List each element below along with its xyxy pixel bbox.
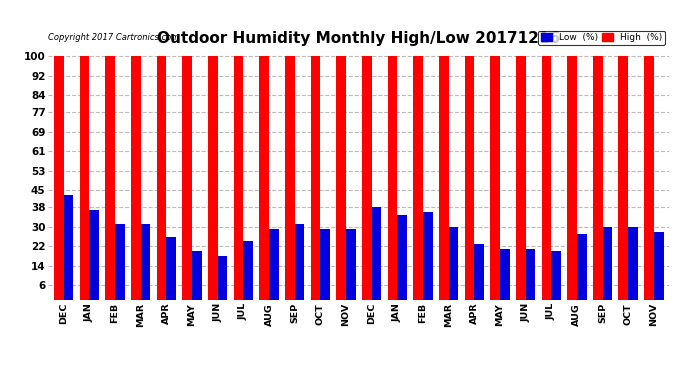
Bar (217, 256, 228, 300)
Bar (644, 56, 654, 300)
Bar (269, 229, 279, 300)
Bar (593, 56, 602, 300)
Bar (106, 56, 115, 300)
Bar (516, 56, 526, 300)
Bar (208, 56, 217, 300)
Bar (54, 56, 63, 300)
Bar (628, 227, 638, 300)
Bar (192, 251, 201, 300)
Bar (63, 195, 73, 300)
Bar (285, 56, 295, 300)
Bar (448, 227, 458, 300)
Bar (79, 56, 90, 300)
Bar (618, 56, 628, 300)
Bar (131, 56, 141, 300)
Bar (115, 224, 125, 300)
Bar (259, 56, 269, 300)
Bar (244, 242, 253, 300)
Bar (577, 234, 586, 300)
Bar (388, 56, 397, 300)
Bar (542, 56, 551, 300)
Bar (474, 244, 484, 300)
Bar (464, 56, 474, 300)
Bar (166, 237, 176, 300)
Bar (320, 229, 330, 300)
Bar (362, 56, 372, 300)
Bar (423, 212, 433, 300)
Legend: Low  (%), High  (%): Low (%), High (%) (538, 31, 664, 45)
Bar (602, 227, 612, 300)
Bar (372, 207, 382, 300)
Bar (346, 229, 356, 300)
Bar (439, 56, 449, 300)
Bar (336, 56, 346, 300)
Bar (295, 224, 304, 300)
Title: Outdoor Humidity Monthly High/Low 20171216: Outdoor Humidity Monthly High/Low 201712… (157, 31, 560, 46)
Bar (500, 249, 510, 300)
Text: Copyright 2017 Cartronics.com: Copyright 2017 Cartronics.com (48, 33, 179, 42)
Bar (654, 232, 664, 300)
Bar (567, 56, 577, 300)
Bar (182, 56, 192, 300)
Bar (397, 214, 407, 300)
Bar (157, 56, 166, 300)
Bar (551, 251, 561, 300)
Bar (526, 249, 535, 300)
Bar (234, 56, 244, 300)
Bar (90, 210, 99, 300)
Bar (413, 56, 423, 300)
Bar (490, 56, 500, 300)
Bar (310, 56, 320, 300)
Bar (141, 224, 150, 300)
